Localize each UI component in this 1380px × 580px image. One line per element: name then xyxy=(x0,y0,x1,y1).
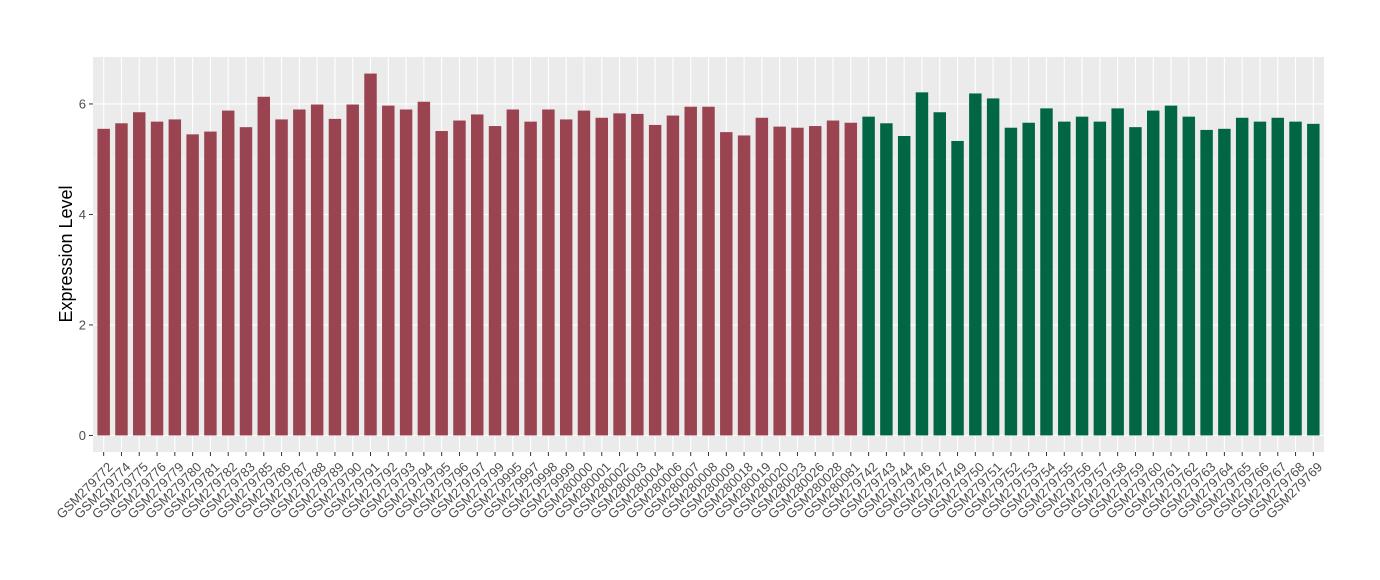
bar-GSM279774 xyxy=(115,123,128,436)
bar-GSM279746 xyxy=(915,92,929,436)
bar-GSM280007 xyxy=(684,106,697,436)
bars-group xyxy=(97,73,1320,436)
bar-GSM279742 xyxy=(862,116,875,436)
bar-GSM279756 xyxy=(1075,116,1089,436)
bar-GSM279769 xyxy=(1307,123,1320,436)
bar-GSM280081 xyxy=(844,122,858,436)
bar-GSM280006 xyxy=(666,115,680,436)
bar-GSM279775 xyxy=(133,112,146,436)
bar-GSM279760 xyxy=(1146,110,1160,436)
bar-GSM279757 xyxy=(1093,121,1107,436)
bar-GSM279782 xyxy=(221,110,235,436)
bar-GSM279744 xyxy=(897,136,911,436)
bar-GSM279998 xyxy=(542,109,555,436)
bar-GSM279780 xyxy=(186,134,199,436)
x-axis: GSM279772GSM279774GSM279775GSM279776GSM2… xyxy=(53,452,1325,522)
bar-GSM279795 xyxy=(435,131,448,436)
bar-GSM279788 xyxy=(310,104,324,436)
bar-GSM279753 xyxy=(1022,122,1035,436)
bar-GSM279754 xyxy=(1040,108,1053,436)
bar-GSM279794 xyxy=(417,101,431,436)
bar-GSM279751 xyxy=(986,98,1000,436)
bar-GSM279761 xyxy=(1164,105,1178,436)
bar-GSM280002 xyxy=(613,113,626,436)
bar-GSM279763 xyxy=(1200,129,1213,436)
bar-GSM279766 xyxy=(1253,121,1267,436)
y-tick-label: 2 xyxy=(79,317,86,332)
bar-GSM280028 xyxy=(826,120,840,436)
bar-GSM280018 xyxy=(737,135,751,436)
bar-GSM279768 xyxy=(1289,121,1302,436)
y-tick-label: 0 xyxy=(79,428,86,443)
bar-GSM279767 xyxy=(1271,117,1284,436)
y-tick-label: 6 xyxy=(79,96,86,111)
y-axis-title: Expression Level xyxy=(56,185,76,322)
bar-GSM280009 xyxy=(720,132,733,436)
bar-GSM279789 xyxy=(328,118,342,436)
bar-GSM279799 xyxy=(488,126,502,436)
bar-GSM279749 xyxy=(951,140,964,436)
bar-GSM279759 xyxy=(1129,127,1142,436)
bar-GSM279796 xyxy=(453,120,466,436)
bar-GSM279783 xyxy=(239,127,253,436)
bar-GSM280023 xyxy=(791,127,804,436)
y-tick-label: 4 xyxy=(79,207,86,222)
bar-GSM279785 xyxy=(257,96,271,436)
bar-GSM279797 xyxy=(471,114,484,436)
bar-GSM279747 xyxy=(933,112,946,436)
bar-GSM279787 xyxy=(293,109,306,436)
y-axis: 0 2 4 6 xyxy=(79,96,93,443)
bar-GSM279792 xyxy=(382,105,395,436)
bar-GSM280000 xyxy=(577,110,591,436)
bar-GSM280020 xyxy=(773,126,786,436)
bar-GSM279791 xyxy=(364,73,377,436)
bar-GSM279743 xyxy=(880,123,893,436)
bar-GSM279755 xyxy=(1058,121,1071,436)
bar-GSM279781 xyxy=(204,131,217,436)
bar-GSM279765 xyxy=(1235,117,1249,436)
bar-GSM279750 xyxy=(969,93,982,436)
bar-GSM279786 xyxy=(275,119,288,436)
bar-GSM279776 xyxy=(150,121,164,436)
bar-GSM279752 xyxy=(1004,127,1018,436)
bar-GSM280003 xyxy=(631,113,644,436)
bar-GSM280019 xyxy=(755,117,769,436)
bar-GSM280001 xyxy=(595,117,608,436)
bar-GSM279764 xyxy=(1218,128,1231,436)
bar-GSM280008 xyxy=(702,106,715,436)
bar-GSM279793 xyxy=(399,109,413,436)
bar-GSM279779 xyxy=(168,119,182,436)
bar-GSM279999 xyxy=(559,119,573,436)
bar-GSM279762 xyxy=(1182,116,1196,436)
bar-GSM280004 xyxy=(648,124,662,436)
bar-GSM280026 xyxy=(809,126,822,436)
bar-GSM279790 xyxy=(346,104,359,436)
bar-GSM279758 xyxy=(1111,108,1124,436)
bar-GSM279772 xyxy=(97,128,110,436)
bar-GSM279997 xyxy=(524,121,537,436)
bar-GSM279995 xyxy=(506,109,520,436)
